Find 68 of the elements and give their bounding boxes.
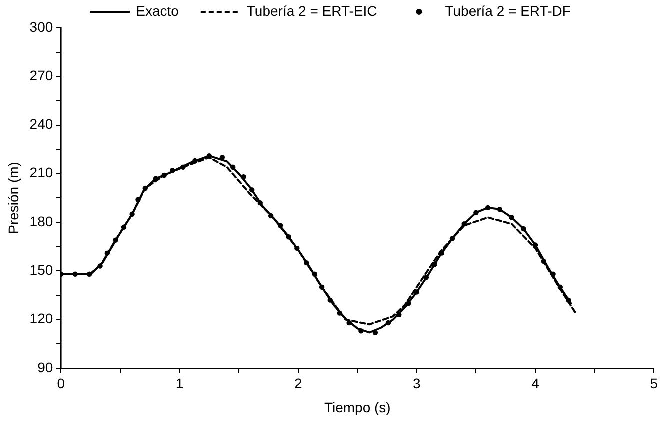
point — [432, 262, 438, 268]
point — [170, 168, 176, 174]
point — [142, 186, 148, 192]
point — [104, 250, 110, 256]
point — [258, 200, 263, 206]
y-tick-label: 270 — [30, 67, 54, 84]
point — [319, 284, 325, 290]
point — [121, 224, 127, 230]
point — [136, 197, 141, 202]
point — [358, 328, 364, 334]
x-tick-label: 5 — [650, 376, 658, 392]
x-tick-label: 4 — [532, 376, 540, 392]
point — [372, 330, 378, 336]
y-tick-label: 300 — [30, 18, 54, 35]
y-tick-label: 90 — [38, 359, 54, 376]
point — [268, 213, 274, 219]
point — [346, 320, 352, 326]
x-tick-label: 0 — [57, 376, 66, 392]
legend-label: Tubería 2 = ERT-DF — [445, 2, 571, 19]
legend-label: Tubería 2 = ERT-EIC — [246, 2, 378, 19]
point — [294, 246, 300, 252]
point — [485, 205, 491, 211]
point — [462, 222, 467, 227]
point — [278, 223, 284, 228]
point — [286, 234, 292, 240]
point — [312, 272, 318, 277]
y-axis-title: Presión (m) — [5, 162, 22, 234]
point — [521, 226, 526, 232]
point — [328, 298, 333, 303]
point — [386, 320, 392, 326]
y-tick-label: 180 — [30, 213, 54, 230]
point — [396, 312, 402, 318]
point — [249, 187, 255, 193]
point — [72, 272, 78, 277]
y-tick-label: 210 — [30, 164, 54, 181]
y-tick-label: 240 — [30, 116, 54, 132]
point — [337, 310, 342, 316]
point — [87, 272, 92, 277]
point — [113, 238, 118, 243]
x-tick-label: 3 — [413, 376, 422, 392]
point — [230, 164, 236, 170]
y-tick-label: 120 — [30, 310, 54, 327]
x-tick-label: 1 — [176, 376, 184, 392]
legend-label: Exacto — [136, 2, 180, 19]
point — [566, 298, 572, 303]
point — [541, 258, 546, 264]
point — [424, 275, 430, 280]
point — [439, 250, 444, 256]
x-tick-label: 2 — [294, 376, 302, 392]
point — [497, 206, 503, 212]
point — [162, 172, 167, 178]
point — [550, 272, 556, 277]
point — [180, 164, 186, 170]
x-axis-title: Tiempo (s) — [324, 399, 391, 416]
point — [532, 242, 538, 248]
point — [474, 210, 479, 216]
point — [241, 174, 246, 180]
y-tick-label: 150 — [30, 262, 54, 278]
point — [304, 260, 310, 266]
point — [450, 236, 456, 242]
point — [206, 153, 212, 159]
point — [130, 212, 135, 218]
point — [558, 284, 564, 290]
point — [414, 290, 420, 295]
point — [406, 300, 412, 306]
point — [509, 215, 514, 220]
point — [220, 155, 226, 160]
point — [98, 264, 103, 269]
